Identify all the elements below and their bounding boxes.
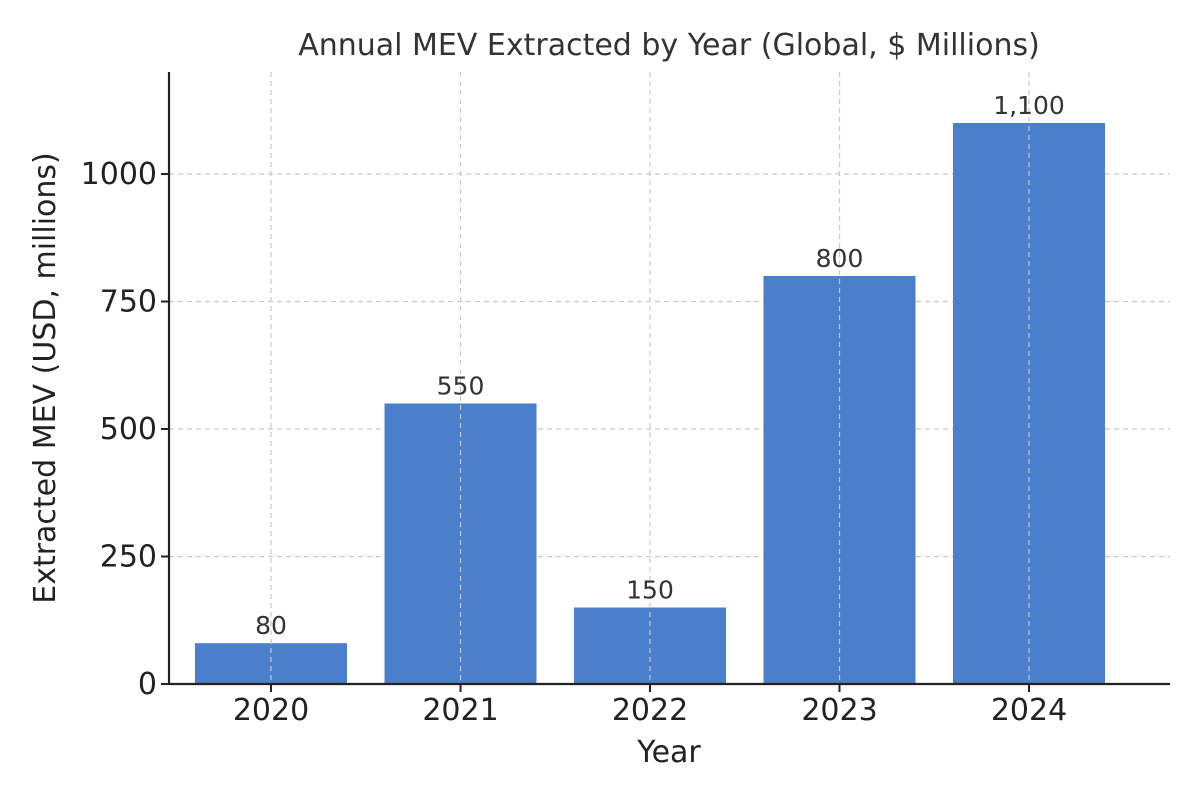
x-axis-ticks: 2020 2021 2022 2023 2024 — [233, 684, 1067, 728]
x-tick-label-2020: 2020 — [233, 693, 309, 728]
bar-data-labels: 80 550 150 800 1,100 — [255, 72, 1065, 684]
y-tick-label: 0 — [138, 667, 157, 702]
data-label-2023: 800 — [816, 244, 864, 273]
y-tick-label: 500 — [100, 412, 157, 447]
data-label-2021: 550 — [437, 372, 485, 401]
y-tick-label: 750 — [100, 285, 157, 320]
y-tick-label: 250 — [100, 540, 157, 575]
y-tick-label: 1000 — [81, 157, 157, 192]
grid-lines — [169, 173, 1170, 558]
data-label-2024: 1,100 — [993, 91, 1065, 120]
chart-title: Annual MEV Extracted by Year (Global, $ … — [298, 28, 1040, 63]
y-axis-ticks: 0 250 500 750 1000 — [81, 157, 169, 702]
y-axis-label: Extracted MEV (USD, millions) — [28, 152, 63, 604]
bar-2022 — [574, 607, 726, 684]
data-label-2022: 150 — [626, 576, 674, 605]
x-tick-label-2023: 2023 — [801, 693, 877, 728]
x-tick-label-2022: 2022 — [612, 693, 688, 728]
x-axis-label: Year — [636, 735, 701, 770]
x-tick-label-2021: 2021 — [422, 693, 498, 728]
x-tick-label-2024: 2024 — [991, 693, 1067, 728]
data-label-2020: 80 — [255, 611, 287, 640]
